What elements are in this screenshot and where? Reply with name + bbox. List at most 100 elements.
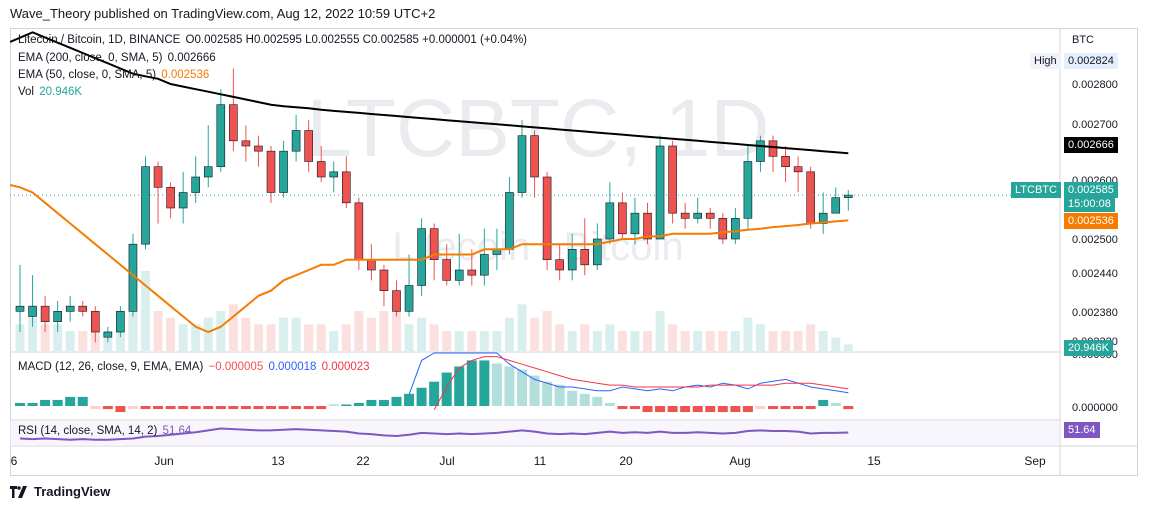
macd-bar	[629, 406, 640, 410]
bullish-candle	[417, 228, 426, 286]
volume-bar	[580, 324, 590, 351]
volume-bar	[542, 311, 552, 351]
legend-vol-label: Vol	[18, 86, 34, 98]
ema50-line	[10, 184, 849, 334]
bullish-candle	[843, 194, 853, 198]
legend-rsi-label: RSI (14, close, SMA, 14, 2)	[18, 425, 158, 437]
bearish-candle	[316, 161, 326, 178]
bullish-candle	[567, 249, 577, 271]
macd-bar	[291, 406, 302, 410]
macd-bar	[579, 393, 590, 406]
legend-ema200-row[interactable]: EMA (200, close, 0, SMA, 5) 0.002666	[18, 52, 218, 64]
volume-bar	[128, 297, 138, 351]
legend-vol-row[interactable]: Vol 20.946K	[18, 86, 84, 98]
macd-bar	[40, 399, 51, 406]
volume-bar	[316, 324, 326, 351]
macd-bar	[366, 399, 377, 406]
bullish-candle	[454, 269, 464, 281]
bearish-candle	[793, 166, 803, 173]
macd-bar	[215, 406, 226, 410]
macd-bar	[353, 402, 364, 406]
legend-ohlc: O0.002585 H0.002595 L0.002555 C0.002585 …	[185, 34, 527, 46]
macd-bar	[667, 406, 678, 413]
time-label: 6	[11, 454, 18, 468]
bullish-candle	[756, 140, 765, 162]
macd-bar	[328, 404, 339, 406]
last-price-tag: 0.002585	[1064, 182, 1118, 198]
legend-rsi-value: 51.64	[162, 425, 192, 437]
volume-bar	[241, 317, 251, 351]
legend-symbol-row[interactable]: Litecoin / Bitcoin, 1D, BINANCE O0.00258…	[18, 34, 529, 46]
macd-bar	[680, 406, 691, 413]
bullish-candle	[15, 305, 25, 312]
macd-bar	[153, 406, 164, 410]
legend-macd-row[interactable]: MACD (12, 26, close, 9, EMA, EMA) −0.000…	[18, 361, 372, 373]
bullish-candle	[592, 238, 602, 266]
volume-bar	[504, 317, 514, 351]
bearish-candle	[618, 202, 627, 235]
volume-bar	[166, 317, 176, 351]
bearish-candle	[530, 135, 539, 178]
macd-bar	[717, 406, 728, 413]
footer-brand[interactable]: TradingView	[10, 484, 110, 499]
bearish-candle	[91, 311, 100, 333]
legend-ema50-value: 0.002536	[161, 69, 210, 81]
macd-bar	[554, 384, 565, 406]
macd-bar	[102, 406, 113, 410]
time-axis[interactable]: 6 Jun 13 22 Jul 11 20 Aug 15 Sep	[11, 454, 1046, 468]
price-tick: 0.002800	[1072, 79, 1118, 91]
bullish-candle	[731, 218, 740, 240]
volume-bar	[617, 331, 627, 351]
macd-bar	[454, 366, 465, 406]
high-label-tag: High	[1030, 53, 1061, 69]
price-tick: 0.002500	[1072, 234, 1118, 246]
legend-ema50-row[interactable]: EMA (50, close, 0, SMA, 5) 0.002536	[18, 69, 211, 81]
volume-bar	[467, 331, 477, 351]
legend-vol-value: 20.946K	[39, 86, 83, 98]
price-tick: 0.002700	[1072, 119, 1118, 131]
legend-macd-label: MACD (12, 26, close, 9, EMA, EMA)	[18, 361, 204, 373]
volume-bar	[555, 324, 565, 351]
volume-bar	[492, 331, 502, 351]
bullish-candle	[655, 145, 665, 240]
macd-bar	[341, 404, 352, 406]
bullish-candle	[630, 212, 640, 235]
time-label: 11	[534, 454, 547, 468]
bearish-candle	[768, 140, 778, 157]
chart-frame	[10, 28, 1138, 476]
volume-bar	[329, 331, 339, 351]
rsi-line	[19, 427, 849, 441]
last-symbol-tag: LTCBTC	[1011, 182, 1061, 198]
bullish-candle	[65, 305, 75, 312]
bearish-candle	[643, 212, 652, 240]
bullish-candle	[404, 285, 414, 312]
volume-bar	[755, 324, 765, 351]
macd-bar	[115, 406, 126, 413]
volume-bar	[605, 324, 615, 351]
legend-ema50-label: EMA (50, close, 0, SMA, 5)	[18, 69, 157, 81]
bullish-candle	[116, 311, 125, 333]
volume-bar	[78, 331, 88, 351]
volume-bar	[831, 337, 841, 351]
macd-bar	[793, 406, 804, 410]
bullish-candle	[605, 202, 615, 240]
bearish-candle	[680, 212, 690, 219]
bearish-candle	[467, 269, 477, 276]
volume-bar	[153, 311, 163, 351]
legend-rsi-row[interactable]: RSI (14, close, SMA, 14, 2) 51.64	[18, 425, 193, 437]
bearish-candle	[542, 176, 552, 260]
macd-bar	[303, 406, 314, 410]
volume-bar	[53, 324, 63, 351]
price-tick: 0.002380	[1072, 307, 1118, 319]
bullish-candle	[191, 176, 200, 193]
macd-bar	[240, 406, 251, 410]
volume-bar	[781, 331, 791, 351]
macd-bar	[617, 406, 628, 410]
bearish-candle	[254, 145, 263, 152]
chart-canvas[interactable]: LTCBTC, 1D Litecoin / Bitcoin BTC 0.0028…	[10, 28, 1138, 476]
macd-bar	[805, 406, 816, 410]
volume-bar	[65, 331, 75, 351]
macd-bar	[140, 406, 151, 410]
volume-bar	[655, 311, 665, 351]
bearish-candle	[266, 150, 276, 193]
